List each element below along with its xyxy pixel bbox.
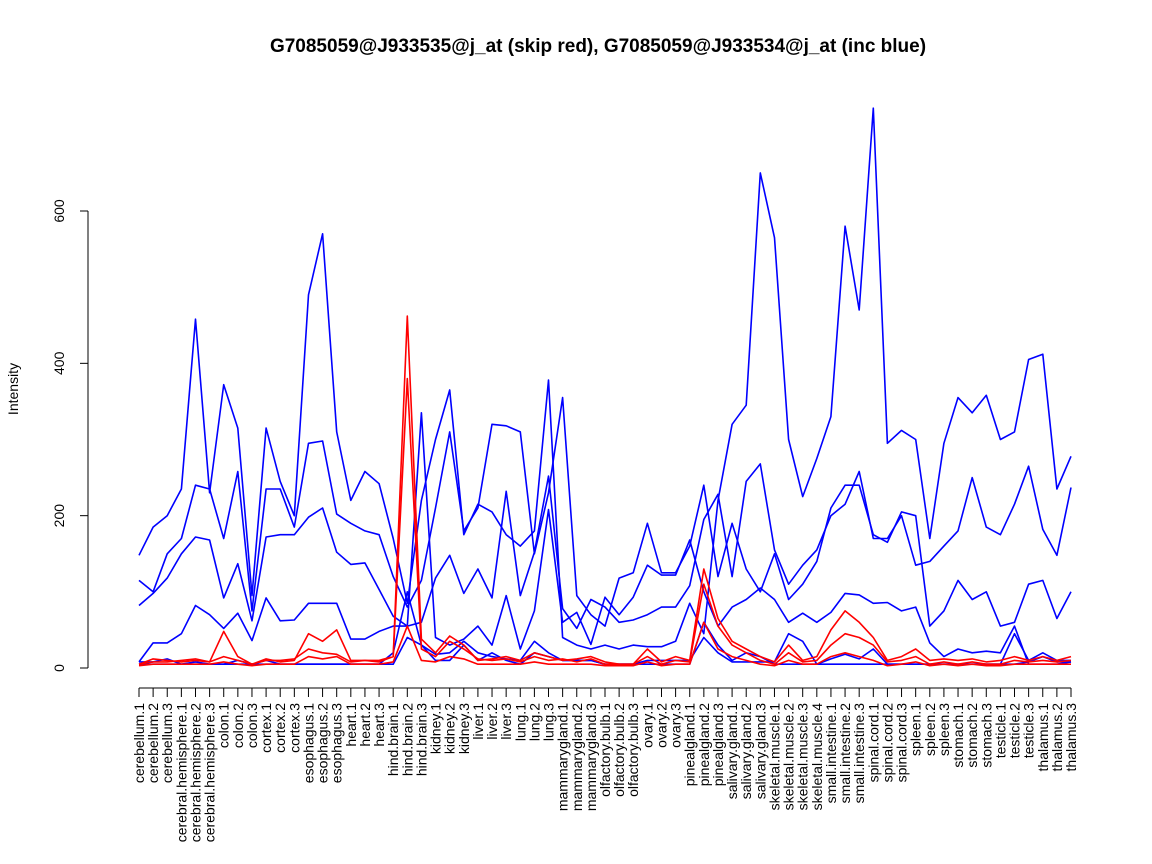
x-tick-label: cerebral.hemisphere.3: [202, 703, 218, 843]
x-tick-label: cortex.2: [272, 703, 288, 753]
x-tick-label: small.intestine.1: [823, 703, 839, 804]
x-tick-label: esophagus.1: [300, 703, 316, 783]
x-tick-label: cerebral.hemisphere.2: [187, 703, 203, 843]
x-tick-label: spleen.3: [936, 703, 952, 756]
x-tick-label: kidney.3: [456, 703, 472, 754]
x-tick-label: skeletal.muscle.1: [766, 703, 782, 811]
x-tick-label: thalamus.3: [1063, 703, 1079, 772]
x-tick-label: heart.1: [343, 703, 359, 747]
x-tick-label: skeletal.muscle.3: [795, 703, 811, 811]
x-tick-label: esophagus.3: [329, 703, 345, 783]
x-tick-label: cortex.1: [258, 703, 274, 753]
x-tick-label: testicle.2: [1007, 703, 1023, 758]
x-tick-label: stomach.2: [964, 703, 980, 768]
x-tick-label: mammarygland.1: [555, 703, 571, 811]
x-tick-label: lung.2: [526, 703, 542, 741]
y-tick-label: 200: [51, 504, 67, 528]
x-tick-label: olfactory.bulb.3: [625, 703, 641, 797]
x-tick-label: salivary.gland.2: [738, 703, 754, 799]
series-line-inc-5: [139, 590, 1071, 666]
x-tick-label: spinal.cord.1: [865, 703, 881, 783]
series-line-skip-8: [138, 621, 1071, 667]
x-tick-label: kidney.1: [428, 703, 444, 754]
x-tick-label: heart.3: [371, 703, 387, 747]
x-tick-label: mammarygland.2: [569, 703, 585, 811]
series-line-inc-0: [138, 107, 1072, 650]
series-line-inc-3: [138, 411, 1072, 666]
series-group: [138, 107, 1072, 667]
x-tick-label: cerebral.hemisphere.1: [173, 703, 189, 843]
x-tick-label: pinealgland.1: [682, 703, 698, 787]
x-tick-label: small.intestine.2: [837, 703, 853, 804]
x-tick-label: cerebellum.2: [145, 703, 161, 783]
y-axis-label: Intensity: [5, 363, 21, 415]
x-tick-label: cerebellum.3: [159, 703, 175, 783]
x-tick-label: hind.brain.2: [399, 703, 415, 776]
chart-title: G7085059@J933535@j_at (skip red), G70850…: [270, 36, 926, 57]
x-tick-label: skeletal.muscle.4: [809, 703, 825, 811]
x-tick-label: olfactory.bulb.2: [611, 703, 627, 797]
x-tick-label: esophagus.2: [315, 703, 331, 783]
x-tick-label: lung.3: [541, 703, 557, 741]
x-tick-label: mammarygland.3: [583, 703, 599, 811]
x-tick-label: liver.2: [484, 703, 500, 740]
x-tick-label: colon.2: [230, 703, 246, 748]
x-tick-label: heart.2: [357, 703, 373, 747]
x-tick-label: thalamus.2: [1049, 703, 1065, 772]
x-tick-label: salivary.gland.3: [752, 703, 768, 799]
x-tick-label: olfactory.bulb.1: [597, 703, 613, 797]
x-tick-label: lung.1: [512, 703, 528, 741]
x-tick-label: kidney.2: [442, 703, 458, 754]
x-tick-label: pinealgland.3: [710, 703, 726, 787]
x-tick-label: spleen.1: [908, 703, 924, 756]
series-line-skip-7: [138, 377, 1072, 666]
x-tick-label: thalamus.1: [1035, 703, 1051, 772]
x-tick-label: pinealgland.2: [696, 703, 712, 787]
series-line-skip-6: [138, 315, 1072, 666]
x-tick-label: small.intestine.3: [851, 703, 867, 804]
series-line-inc-2: [138, 463, 1072, 630]
y-tick-label: 400: [51, 351, 67, 375]
y-tick-label: 600: [51, 199, 67, 223]
x-tick-label: colon.3: [244, 703, 260, 748]
x-tick-label: ovary.3: [668, 703, 684, 748]
x-tick-label: skeletal.muscle.2: [781, 703, 797, 811]
x-tick-label: stomach.1: [950, 703, 966, 768]
x-tick-label: liver.3: [498, 703, 514, 740]
x-tick-label: cortex.3: [286, 703, 302, 753]
y-axis: 0 200 400 600: [51, 199, 89, 672]
x-tick-label: spinal.cord.3: [894, 703, 910, 783]
x-tick-label: spinal.cord.2: [879, 703, 895, 783]
x-tick-label: cerebellum.1: [131, 703, 147, 783]
x-tick-label: stomach.3: [978, 703, 994, 768]
x-tick-label: ovary.2: [653, 703, 669, 748]
x-axis: cerebellum.1cerebellum.2cerebellum.3cere…: [131, 687, 1079, 843]
x-tick-label: testicle.1: [992, 703, 1008, 758]
x-tick-label: hind.brain.3: [413, 703, 429, 776]
x-tick-label: ovary.1: [639, 703, 655, 748]
x-tick-label: colon.1: [216, 703, 232, 748]
series-line-inc-1: [138, 396, 1072, 627]
x-tick-label: testicle.3: [1021, 703, 1037, 758]
x-tick-label: salivary.gland.1: [724, 703, 740, 799]
y-tick-label: 0: [51, 664, 67, 672]
x-tick-label: spleen.2: [922, 703, 938, 756]
x-tick-label: hind.brain.1: [385, 703, 401, 776]
x-tick-label: liver.1: [470, 703, 486, 740]
